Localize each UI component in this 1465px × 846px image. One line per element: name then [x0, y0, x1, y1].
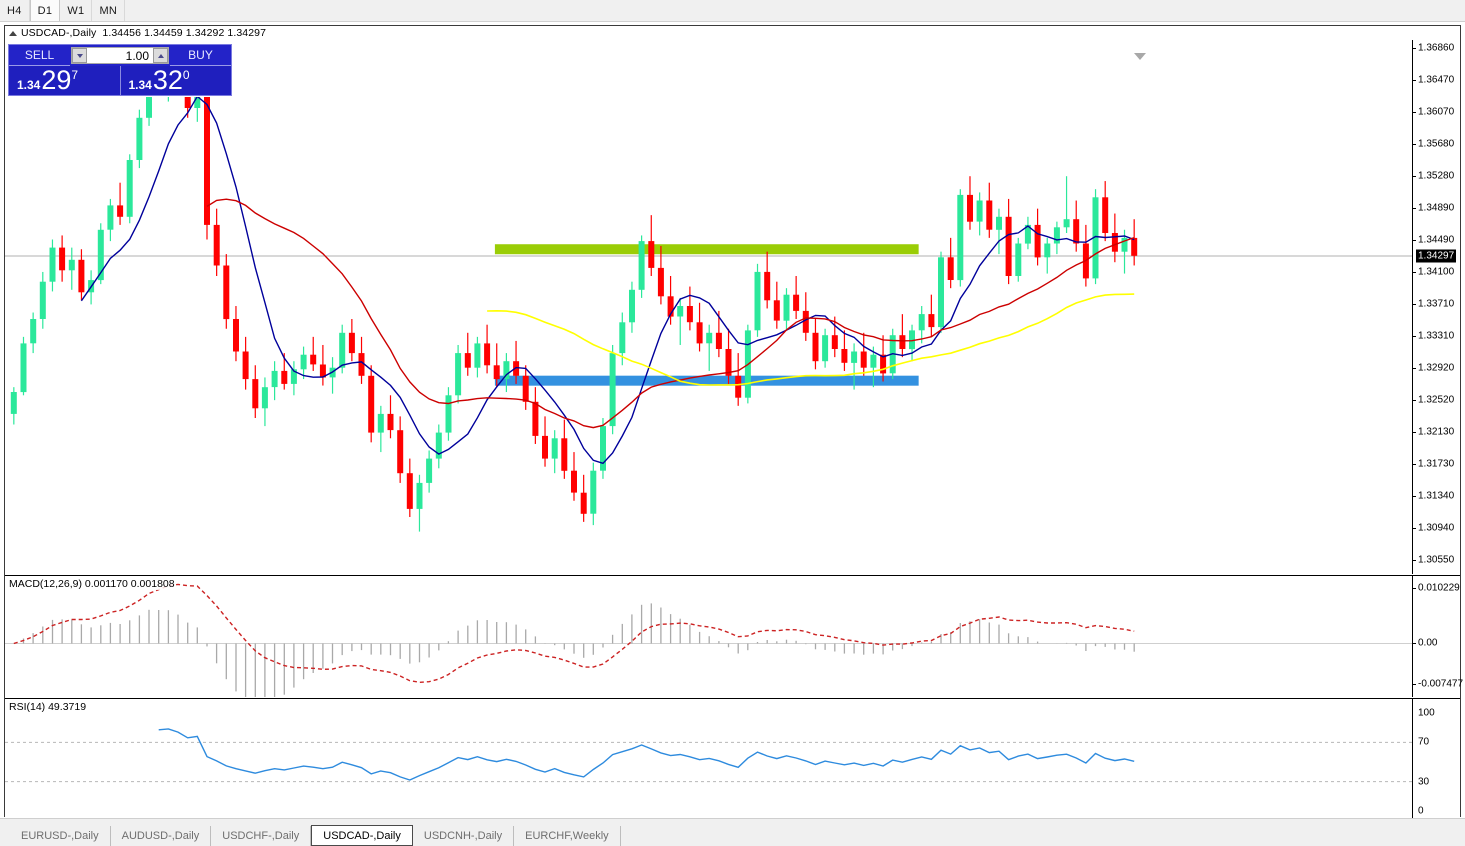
price-axis-label: 1.30940: [1418, 522, 1455, 534]
triangle-up-icon[interactable]: [9, 30, 17, 36]
buy-price-box[interactable]: 1.34 32 0: [121, 66, 232, 95]
price-axis-tick: [1413, 48, 1416, 49]
price-axis-label: 1.36860: [1418, 42, 1455, 54]
timeframe-d1[interactable]: D1: [29, 0, 61, 21]
toolbar-spacer: [125, 0, 1465, 21]
symbol-tab-bar: EURUSD-,Daily AUDUSD-,Daily USDCHF-,Daily U…: [0, 818, 1465, 846]
buy-price-prefix: 1.34: [128, 78, 152, 92]
candlestick-plot: [5, 44, 1412, 532]
rsi-axis-label: 30: [1418, 776, 1430, 788]
price-axis-label: 1.33310: [1418, 330, 1455, 342]
timeframe-mn[interactable]: MN: [92, 0, 126, 21]
macd-plot: [5, 583, 1412, 697]
timeframe-toolbar: H4 D1 W1 MN: [0, 0, 1465, 22]
rsi-axis: 100 70 30 0: [1412, 698, 1460, 823]
chart-scroll-marker-icon[interactable]: [1134, 53, 1146, 60]
rsi-pane[interactable]: RSI(14) 49.3719: [5, 698, 1413, 823]
price-axis-label: 1.35280: [1418, 170, 1455, 182]
price-axis-tick: [1413, 176, 1416, 178]
sell-price-main: 29: [41, 65, 72, 95]
chart-titlebar: USDCAD-,Daily 1.34456 1.34459 1.34292 1.…: [5, 26, 1460, 40]
symbol-tab-usdcad[interactable]: USDCAD-,Daily: [311, 825, 413, 846]
price-axis-label: 1.34100: [1418, 266, 1455, 278]
price-chart-pane[interactable]: [5, 40, 1413, 574]
macd-axis-tick: [1413, 588, 1416, 589]
one-click-trading-panel[interactable]: SELL 1.00 BUY 1.34 29 7: [8, 44, 232, 96]
lot-decrement-button[interactable]: [72, 48, 87, 63]
chart-ohlc-values: 1.34456 1.34459 1.34292 1.34297: [102, 27, 267, 39]
trade-panel-prices: 1.34 29 7 1.34 32 0: [9, 66, 231, 95]
macd-label: MACD(12,26,9) 0.001170 0.001808: [9, 578, 175, 590]
macd-axis-tick: [1413, 643, 1416, 645]
price-axis-tick: [1413, 431, 1416, 433]
price-axis-tick: [1413, 560, 1416, 561]
lot-size-stepper[interactable]: 1.00: [71, 47, 169, 64]
price-axis-tick: [1413, 495, 1416, 497]
price-axis[interactable]: 1.36860 1.36470 1.36070 1.35680 1.35280 1.348…: [1412, 40, 1460, 574]
timeframe-h4[interactable]: H4: [0, 0, 30, 21]
price-axis-label: 1.35680: [1418, 138, 1455, 150]
sell-price-point: 7: [71, 68, 79, 82]
symbol-tab-usdcnh[interactable]: USDCNH-,Daily: [413, 826, 515, 846]
macd-axis: 0.010229 0.00 -0.007477: [1412, 575, 1464, 697]
macd-axis-label: 0.00: [1418, 637, 1438, 649]
price-axis-label: 1.36070: [1418, 106, 1455, 118]
timeframe-w1[interactable]: W1: [60, 0, 93, 21]
symbol-tab-eurusd[interactable]: EURUSD-,Daily: [10, 826, 111, 846]
rsi-label: RSI(14) 49.3719: [9, 701, 87, 713]
buy-price-point: 0: [182, 68, 190, 82]
price-axis-tick: [1413, 303, 1416, 305]
price-axis-tick: [1413, 336, 1416, 338]
price-axis-tick: [1413, 464, 1416, 466]
price-axis-label: 1.36470: [1418, 74, 1455, 86]
price-axis-label: 1.34490: [1418, 234, 1455, 246]
price-axis-label: 1.32920: [1418, 362, 1455, 374]
sell-button[interactable]: SELL: [9, 45, 70, 66]
chart-window: USDCAD-,Daily 1.34456 1.34459 1.34292 1.…: [4, 25, 1464, 843]
macd-axis-tick: [1413, 684, 1416, 685]
sell-price-prefix: 1.34: [17, 78, 41, 92]
buy-price-main: 32: [152, 65, 183, 95]
chevron-up-icon: [157, 53, 164, 58]
price-axis-tick: [1413, 528, 1416, 530]
price-axis-tick: [1413, 367, 1416, 369]
rsi-axis-label: 70: [1418, 736, 1430, 748]
chevron-down-icon: [76, 53, 83, 58]
symbol-tab-audusd[interactable]: AUDUSD-,Daily: [111, 826, 212, 846]
price-axis-tick: [1413, 143, 1416, 145]
price-axis-tick: [1413, 79, 1416, 81]
price-axis-label: 1.32520: [1418, 394, 1455, 406]
price-axis-label: 1.31730: [1418, 458, 1455, 470]
price-axis-tick: [1413, 400, 1416, 402]
price-axis-tick: [1413, 240, 1416, 242]
price-axis-label: 1.32130: [1418, 426, 1455, 438]
price-axis-label: 1.31340: [1418, 490, 1455, 502]
trade-panel-top-row: SELL 1.00 BUY: [9, 45, 231, 66]
buy-button[interactable]: BUY: [170, 45, 231, 66]
price-axis-tick: [1413, 271, 1416, 273]
rsi-plot: [5, 728, 1412, 783]
chart-symbol-title: USDCAD-,Daily: [21, 27, 97, 39]
support-band: [494, 375, 919, 386]
price-axis-tick: [1413, 207, 1416, 209]
price-axis-label: 1.34890: [1418, 202, 1455, 214]
rsi-axis-label: 0: [1418, 805, 1424, 817]
current-price-label: 1.34297: [1416, 249, 1457, 263]
price-axis-label: 1.30550: [1418, 554, 1455, 566]
symbol-tab-eurchf[interactable]: EURCHF,Weekly: [514, 826, 621, 846]
macd-axis-label: 0.010229: [1418, 582, 1460, 594]
price-axis-tick: [1413, 112, 1416, 114]
resistance-band: [494, 244, 919, 255]
lot-increment-button[interactable]: [153, 48, 168, 63]
symbol-tab-usdchf[interactable]: USDCHF-,Daily: [211, 826, 312, 846]
macd-pane[interactable]: MACD(12,26,9) 0.001170 0.001808: [5, 575, 1413, 697]
price-axis-label: 1.33710: [1418, 298, 1455, 310]
lot-size-input[interactable]: 1.00: [87, 48, 153, 63]
rsi-axis-label: 100: [1418, 707, 1435, 719]
macd-axis-label: -0.007477: [1418, 678, 1464, 690]
sell-price-box[interactable]: 1.34 29 7: [9, 66, 121, 95]
